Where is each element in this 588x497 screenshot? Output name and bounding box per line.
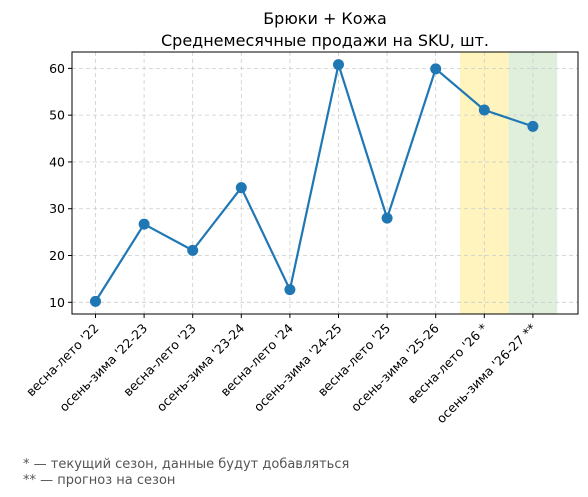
y-tick-label: 20 <box>49 248 65 263</box>
y-tick-label: 40 <box>49 154 65 169</box>
footnote-current-season: * — текущий сезон, данные будут добавлят… <box>23 457 350 472</box>
data-point <box>333 59 344 71</box>
y-tick-label: 10 <box>49 295 65 310</box>
chart-subtitle: Среднемесячные продажи на SKU, шт. <box>161 31 489 50</box>
data-point <box>381 212 393 224</box>
y-tick-label: 50 <box>49 108 65 123</box>
plot-frame <box>71 51 579 315</box>
chart-title: Брюки + Кожа <box>263 9 387 28</box>
season-highlight-band <box>460 52 509 314</box>
highlight-layer <box>460 52 558 314</box>
x-tick-label: осень-зима '25-26 <box>348 320 442 414</box>
x-tick-label: осень-зима '24-25 <box>251 321 345 415</box>
x-tick-label: осень-зима '23-24 <box>153 320 247 414</box>
data-point <box>527 120 539 132</box>
data-point <box>478 104 490 116</box>
data-point <box>284 284 296 296</box>
data-point <box>138 218 150 230</box>
data-point <box>235 182 247 194</box>
data-point <box>187 244 199 256</box>
x-tick-label: осень-зима '22-23 <box>56 321 150 415</box>
grid-layer <box>72 52 578 314</box>
y-tick-label: 30 <box>49 201 65 216</box>
season-highlight-band <box>508 52 558 314</box>
x-tick-label: осень-зима '26-27 ** <box>433 321 539 427</box>
footnote-forecast: ** — прогноз на сезон <box>23 473 176 488</box>
series-layer <box>90 59 539 307</box>
series-line <box>94 63 534 302</box>
data-point <box>90 295 101 307</box>
y-tick-label: 60 <box>49 61 65 76</box>
data-point <box>430 63 442 75</box>
